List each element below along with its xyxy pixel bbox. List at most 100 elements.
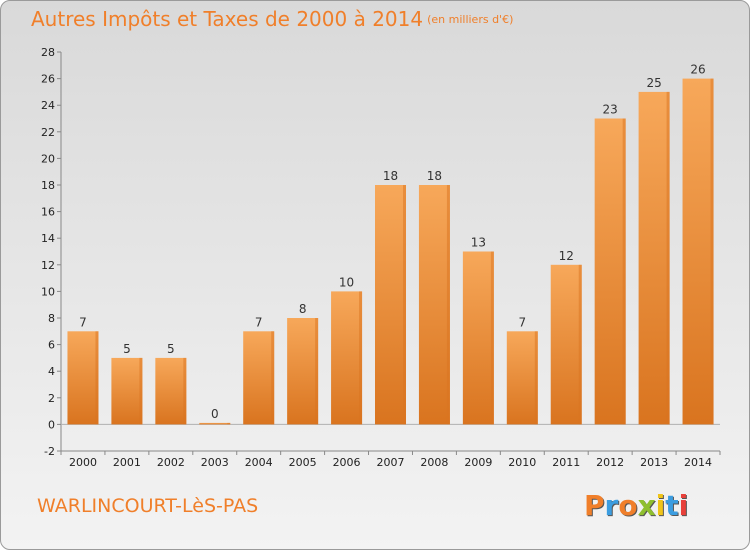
data-label: 10 — [339, 275, 354, 289]
bar-fill — [199, 422, 231, 425]
y-tick-label: 28 — [41, 46, 55, 59]
bar-fill — [682, 78, 714, 425]
y-tick-label: 16 — [41, 206, 55, 219]
bar-fill — [331, 291, 363, 425]
data-label: 7 — [518, 315, 526, 329]
x-tick-label: 2003 — [201, 456, 229, 469]
bar-fill — [550, 264, 582, 425]
y-tick-label: 20 — [41, 152, 55, 165]
data-label: 25 — [646, 76, 661, 90]
bar — [682, 78, 714, 425]
bar — [331, 291, 363, 425]
chart-data-labels: 7 5 5 0 7 8 10 18 18 13 7 12 23 25 26 — [79, 63, 706, 421]
bar-edge — [490, 251, 494, 425]
y-tick-label: 22 — [41, 126, 55, 139]
bar-fill — [111, 357, 143, 425]
x-tick-label: 2008 — [420, 456, 448, 469]
data-label: 23 — [603, 103, 618, 117]
bar-fill — [638, 91, 670, 425]
chart-bars — [67, 78, 714, 425]
bar-edge — [446, 185, 450, 425]
bar — [67, 331, 99, 425]
chart-title: Autres Impôts et Taxes de 2000 à 2014 (en… — [31, 7, 513, 31]
x-tick-label: 2013 — [640, 456, 668, 469]
bar — [462, 251, 494, 425]
y-tick-label: 18 — [41, 179, 55, 192]
bar-edge — [359, 291, 363, 425]
y-tick-label: 6 — [48, 339, 55, 352]
x-tick-label: 2000 — [69, 456, 97, 469]
x-tick-label: 2005 — [289, 456, 317, 469]
data-label: 0 — [211, 407, 219, 421]
bar-fill — [67, 331, 99, 425]
bar-edge — [666, 91, 670, 425]
bar — [155, 357, 187, 425]
data-label: 13 — [471, 236, 486, 250]
bar — [638, 91, 670, 425]
x-tick-label: 2010 — [508, 456, 536, 469]
y-tick-label: 8 — [48, 312, 55, 325]
data-label: 18 — [383, 169, 398, 183]
data-label: 8 — [299, 302, 307, 316]
logo-letter: t — [665, 489, 679, 522]
logo-letter: P — [584, 489, 605, 522]
y-tick-label: 12 — [41, 259, 55, 272]
bar-fill — [462, 251, 494, 425]
bar-edge — [710, 78, 714, 425]
data-label: 12 — [559, 249, 574, 263]
y-tick-label: 0 — [48, 418, 55, 431]
chart-title-text: Autres Impôts et Taxes de 2000 à 2014 — [31, 7, 424, 31]
bar — [550, 264, 582, 425]
bar-fill — [418, 185, 450, 425]
x-tick-label: 2011 — [552, 456, 580, 469]
bar — [594, 118, 626, 425]
bar-edge — [403, 185, 406, 425]
bar — [287, 318, 319, 425]
data-label: 5 — [123, 342, 131, 356]
bar — [243, 331, 275, 425]
chart-unit: (en milliers d'€) — [427, 13, 514, 26]
bar-edge — [227, 422, 231, 425]
bar — [111, 357, 143, 425]
bar-edge — [315, 318, 319, 425]
y-tick-label: 2 — [48, 392, 55, 405]
data-label: 26 — [690, 63, 705, 77]
data-label: 18 — [427, 169, 442, 183]
bar-edge — [578, 264, 582, 425]
x-tick-label: 2001 — [113, 456, 141, 469]
bar-fill — [375, 185, 406, 425]
logo-letter: i — [655, 489, 666, 522]
bar-edge — [534, 331, 538, 425]
bar-fill — [155, 357, 187, 425]
x-tick-label: 2006 — [333, 456, 361, 469]
y-tick-label: 24 — [41, 99, 55, 112]
x-tick-label: 2002 — [157, 456, 185, 469]
bar-edge — [139, 357, 143, 425]
bar-fill — [243, 331, 275, 425]
y-tick-label: 14 — [41, 232, 55, 245]
logo-letter: x — [637, 489, 656, 522]
bar — [375, 185, 406, 425]
y-tick-label: 26 — [41, 73, 55, 86]
bar-fill — [506, 331, 538, 425]
bar-fill — [287, 318, 319, 425]
city-name: WARLINCOURT-LèS-PAS — [37, 495, 259, 517]
logo-letter: o — [618, 489, 638, 522]
bar — [199, 422, 231, 425]
x-tick-label: 2004 — [245, 456, 273, 469]
logo-letter: r — [604, 489, 619, 522]
bar — [506, 331, 538, 425]
proxiti-logo[interactable]: Proxiti — [584, 489, 688, 522]
x-tick-label: 2009 — [464, 456, 492, 469]
bar — [418, 185, 450, 425]
bar-fill — [594, 118, 626, 425]
data-label: 7 — [255, 315, 263, 329]
data-label: 5 — [167, 342, 175, 356]
bar-edge — [183, 357, 187, 425]
bar-edge — [271, 331, 275, 425]
y-tick-label: 4 — [48, 365, 55, 378]
x-tick-label: 2014 — [684, 456, 712, 469]
